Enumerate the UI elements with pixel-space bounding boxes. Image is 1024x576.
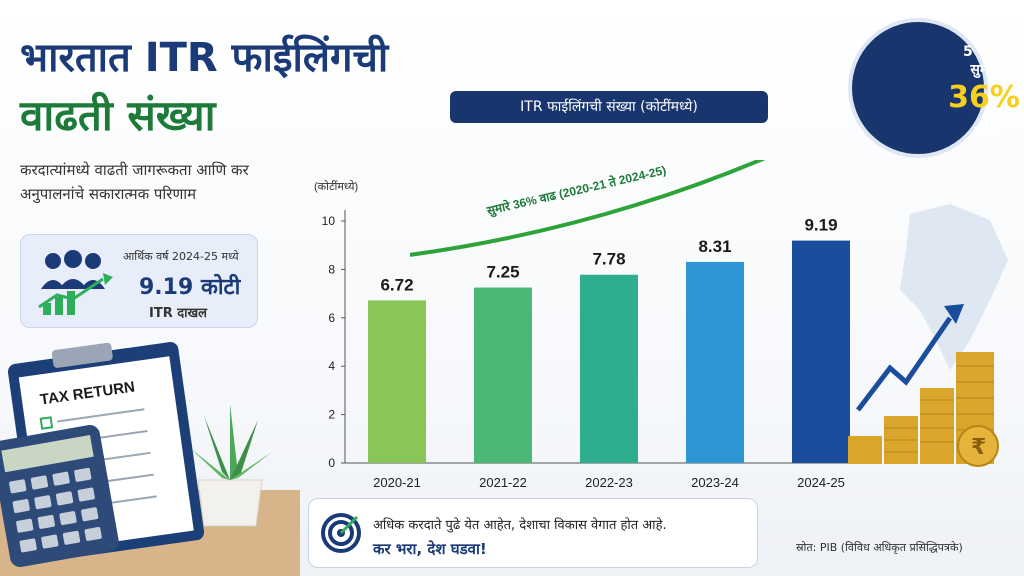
x-tick-label: 2022-23: [585, 475, 633, 490]
trend-arrow-line: [409, 160, 766, 257]
bar-2022-23: [580, 274, 638, 463]
y-tick-label: 6: [328, 311, 335, 325]
bar-value-label: 7.78: [592, 250, 625, 269]
bar-value-label: 9.19: [804, 216, 837, 235]
bar-value-label: 6.72: [380, 275, 413, 294]
y-unit-label: (कोटींमध्ये): [314, 180, 358, 193]
bar-2024-25: [792, 240, 850, 463]
svg-text:₹: ₹: [971, 435, 986, 460]
bar-value-label: 7.25: [486, 263, 519, 282]
x-tick-label: 2024-25: [797, 475, 845, 490]
people-growth-icon: [38, 250, 113, 315]
badge-line1: 5 वर्षात: [962, 44, 1006, 60]
plant-icon: [190, 404, 272, 527]
x-tick-label: 2020-21: [373, 475, 421, 490]
bar-value-label: 8.31: [698, 237, 731, 256]
y-tick-label: 2: [328, 408, 335, 422]
message-line1: अधिक करदाते पुढे येत आहेत, देशाचा विकास …: [373, 518, 667, 533]
y-tick-label: 4: [328, 359, 335, 373]
badge-line2: सुमारे: [970, 62, 998, 78]
stat-value: 9.19 कोटी: [139, 275, 241, 300]
bar-2023-24: [686, 261, 744, 463]
calculator-icon: [0, 425, 119, 567]
growth-badge: 5 वर्षात सुमारे 36% वाढ: [848, 18, 1020, 158]
target-icon: [321, 513, 361, 553]
trend-annotation: सुमारे 36% वाढ (2020-21 ते 2024-25): [485, 163, 668, 219]
growth-arrow-icon: [856, 304, 964, 412]
india-map-icon: [900, 204, 1008, 370]
y-tick-label: 8: [328, 262, 335, 276]
stat-card: आर्थिक वर्ष 2024-25 मध्ये 9.19 कोटी ITR …: [20, 234, 258, 328]
tax-illustration: TAX RETURN: [0, 342, 300, 576]
source-note: स्रोत: PIB (विविध अधिकृत प्रसिद्धिपत्रके…: [796, 541, 963, 554]
chart-header: ITR फाईलिंगची संख्या (कोटींमध्ये): [450, 91, 768, 123]
badge-line4: वाढ: [974, 124, 994, 140]
itr-bar-chart: (कोटींमध्ये) 0 2 4 6 8 10 6.72 2020-21 7.25 2021-2…: [314, 160, 850, 490]
x-tick-label: 2023-24: [691, 475, 739, 490]
page-subtitle: करदात्यांमध्ये वाढती जागरूकता आणि कर अनु…: [20, 161, 249, 203]
bar-2020-21: [368, 300, 426, 463]
y-tick-label: 10: [322, 214, 336, 228]
bar-2021-22: [474, 287, 532, 463]
message-line2: कर भरा, देश घडवा!: [373, 540, 487, 558]
page-title-line2: वाढती संख्या: [20, 91, 216, 140]
y-tick-label: 0: [328, 456, 335, 470]
stat-sublabel: ITR दाखल: [149, 306, 207, 321]
coins-illustration: ₹: [848, 204, 1008, 467]
message-box: अधिक करदाते पुढे येत आहेत, देशाचा विकास …: [308, 498, 758, 568]
x-tick-label: 2021-22: [479, 475, 527, 490]
stat-label: आर्थिक वर्ष 2024-25 मध्ये: [123, 250, 239, 263]
badge-percent: 36%: [948, 80, 1020, 115]
page-title-line1: भारतात ITR फाईलिंगची: [20, 35, 389, 81]
rupee-coin-icon: ₹: [957, 425, 999, 467]
